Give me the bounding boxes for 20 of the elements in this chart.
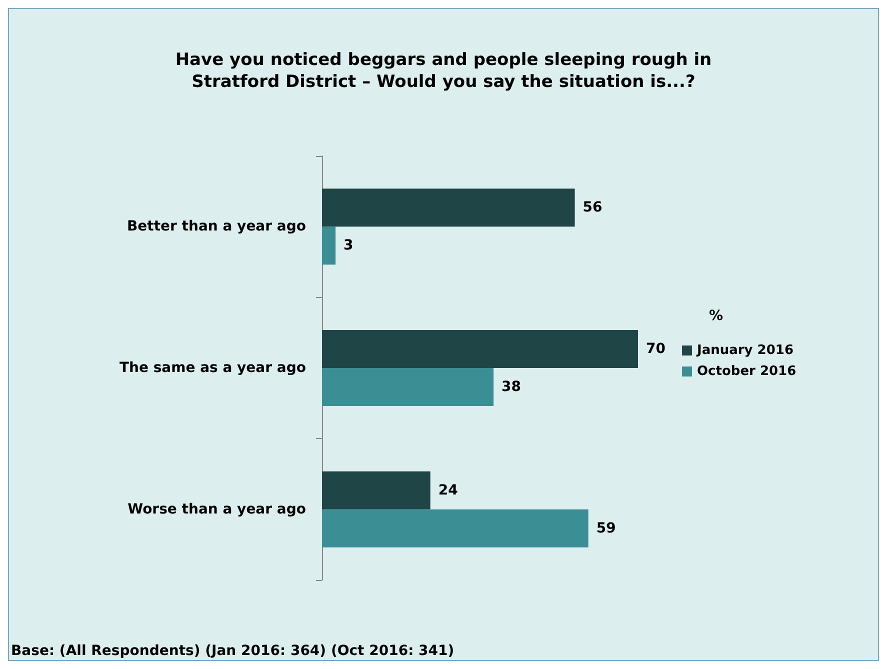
- chart-title: Have you noticed beggars and people sleeping rough in Stratford District – Would you say the situation is...?: [175, 50, 712, 92]
- data-label: 56: [582, 200, 602, 216]
- text: Base: (All Respondents) (Jan 2016: 364) (Oct 2016: 341): [11, 643, 454, 659]
- legend-label: January 2016: [696, 343, 794, 358]
- y-tick-label: The same as a year ago: [119, 360, 306, 376]
- legend-title: %: [709, 308, 724, 324]
- data-label: 24: [438, 482, 458, 498]
- y-tick-label: Worse than a year ago: [128, 501, 306, 518]
- bar: [322, 509, 588, 548]
- data-label: 59: [596, 520, 616, 536]
- data-label: 3: [344, 238, 354, 254]
- legend-label: October 2016: [697, 364, 796, 379]
- bar: [322, 368, 494, 406]
- data-label: 70: [646, 341, 666, 357]
- bar: [322, 330, 638, 368]
- bar: [322, 471, 430, 510]
- y-tick-label: Better than a year ago: [126, 218, 306, 235]
- data-label: 38: [502, 379, 522, 395]
- bar: [322, 188, 575, 227]
- bar: [322, 226, 336, 265]
